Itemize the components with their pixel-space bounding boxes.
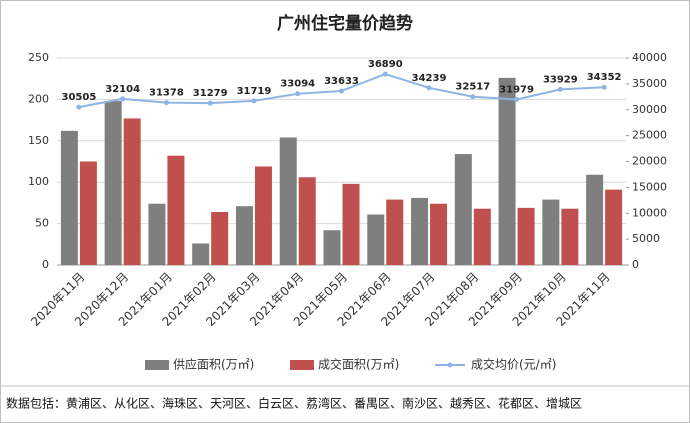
data-label: 33094 <box>280 79 315 90</box>
y2-tick-label: 30000 <box>632 103 667 116</box>
y2-tick-label: 5000 <box>632 232 660 245</box>
bar <box>298 177 316 265</box>
bar <box>79 161 97 265</box>
bar <box>542 199 560 265</box>
bar <box>473 208 491 265</box>
y2-tick-label: 40000 <box>632 51 667 64</box>
line-marker <box>295 91 301 97</box>
bar <box>192 243 210 265</box>
line-marker <box>120 96 126 102</box>
line-marker <box>601 84 607 90</box>
bar <box>235 206 253 265</box>
bar <box>148 203 166 265</box>
bar <box>279 137 297 265</box>
line-marker <box>470 94 476 100</box>
y2-tick-label: 20000 <box>632 155 667 168</box>
legend-label: 成交面积(万㎡) <box>318 357 399 372</box>
data-label: 33929 <box>543 74 578 85</box>
line-marker <box>76 104 82 110</box>
line-marker <box>382 71 388 77</box>
bar <box>323 230 341 265</box>
bar <box>123 118 141 265</box>
line-marker <box>207 100 213 106</box>
y-tick-label: 50 <box>35 217 49 230</box>
y2-tick-label: 0 <box>632 258 639 271</box>
y2-tick-label: 15000 <box>632 180 667 193</box>
legend-label: 成交均价(元/㎡) <box>471 357 556 372</box>
bar <box>586 174 604 265</box>
y-tick-label: 200 <box>28 92 49 105</box>
legend-swatch <box>145 360 169 370</box>
note: 数据包括：黄浦区、从化区、海珠区、天河区、白云区、荔湾区、番禺区、南沙区、越秀区… <box>6 396 582 411</box>
legend-swatch <box>290 360 314 370</box>
data-label: 31378 <box>149 88 184 99</box>
y2-tick-label: 35000 <box>632 77 667 90</box>
chart-title: 广州住宅量价趋势 <box>277 13 413 34</box>
y-tick-label: 150 <box>28 134 49 147</box>
data-label: 32517 <box>455 82 490 93</box>
data-label: 34352 <box>587 72 622 83</box>
data-label: 31979 <box>499 85 534 96</box>
bar <box>342 183 360 265</box>
line-marker <box>557 86 563 92</box>
bar <box>104 101 122 265</box>
data-label: 31719 <box>237 86 272 97</box>
line-marker <box>339 88 344 94</box>
bar <box>517 207 535 265</box>
bar <box>605 189 623 265</box>
line-marker <box>514 97 520 103</box>
bar <box>254 166 272 265</box>
bar <box>430 203 448 265</box>
bar <box>167 155 185 265</box>
data-label: 30505 <box>61 92 96 103</box>
bar <box>454 154 472 265</box>
y-tick-label: 250 <box>28 51 49 64</box>
y-tick-label: 100 <box>28 175 49 188</box>
line-marker <box>426 85 432 91</box>
bar <box>561 208 579 265</box>
data-label: 32104 <box>105 84 140 95</box>
line-marker <box>251 98 257 104</box>
legend-swatch <box>447 362 453 368</box>
bar <box>498 77 516 265</box>
bar <box>367 214 385 265</box>
data-label: 31279 <box>193 88 228 99</box>
legend-label: 供应面积(万㎡) <box>173 357 254 372</box>
y2-tick-label: 25000 <box>632 129 667 142</box>
bar <box>60 130 78 265</box>
bar <box>386 199 404 265</box>
data-label: 33633 <box>324 76 359 87</box>
y2-tick-label: 10000 <box>632 206 667 219</box>
data-label: 36890 <box>368 59 403 70</box>
bar <box>411 197 429 265</box>
bar <box>211 212 229 265</box>
line-marker <box>163 100 169 106</box>
data-label: 34239 <box>412 73 447 84</box>
y-tick-label: 0 <box>42 258 49 271</box>
